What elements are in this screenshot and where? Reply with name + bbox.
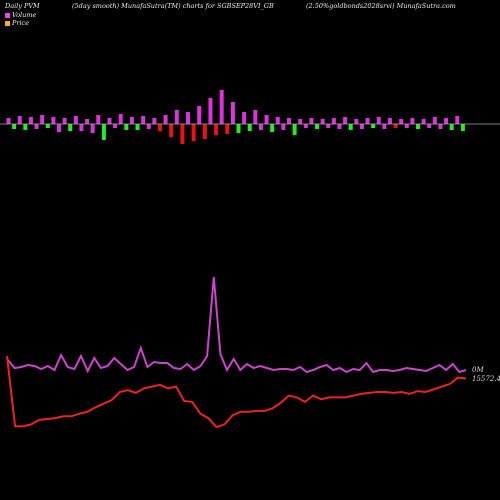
volume-bar [449, 124, 454, 130]
volume-bar [157, 124, 162, 131]
volume-bar [404, 124, 409, 128]
volume-bar [34, 124, 39, 129]
volume-bar [258, 124, 263, 130]
volume-bar [96, 115, 101, 124]
volume-bar [236, 124, 241, 133]
chart-header-left: Daily PVM [5, 2, 40, 10]
volume-bar [354, 119, 359, 124]
volume-bar [51, 117, 56, 124]
legend-volume-swatch [5, 13, 10, 18]
volume-bar [303, 124, 308, 128]
volume-bar [331, 118, 336, 124]
volume-bar [286, 118, 291, 124]
volume-bar [85, 119, 90, 124]
volume-bar [371, 124, 376, 128]
volume-bar [62, 118, 67, 124]
volume-bar [163, 115, 168, 124]
volume-bar [382, 124, 387, 129]
volume-bar [79, 124, 84, 131]
volume-bar [68, 124, 73, 131]
volume-bar [208, 98, 213, 124]
legend-price-label: Price [12, 19, 30, 27]
volume-bar [169, 124, 174, 137]
volume-bar [438, 124, 443, 129]
volume-bar [180, 124, 185, 144]
volume-bar [247, 124, 252, 131]
volume-bar [107, 118, 112, 124]
volume-bar [202, 124, 207, 139]
volume-bar [186, 112, 191, 124]
volume-axis-label: 0M [472, 366, 484, 374]
volume-bar [455, 116, 460, 124]
volume-bar [124, 124, 129, 130]
volume-bar [23, 124, 28, 130]
volume-bar [135, 124, 140, 130]
volume-bar [17, 116, 22, 124]
volume-bar [264, 115, 269, 124]
volume-bar [253, 110, 258, 124]
volume-bar [118, 114, 123, 124]
volume-bar [152, 118, 157, 124]
volume-bar [315, 124, 320, 129]
volume-bar [359, 124, 364, 129]
volume-bar [275, 117, 280, 124]
volume-bar [387, 118, 392, 124]
volume-bar [309, 118, 314, 124]
legend-price-swatch [5, 21, 10, 26]
legend-volume-label: Volume [12, 11, 37, 19]
volume-bar [219, 90, 224, 124]
chart-header-title: (5day smooth) MunafaSutra(TM) charts for… [72, 2, 274, 10]
volume-bar [6, 118, 11, 124]
volume-bar [45, 124, 50, 128]
volume-bar [113, 124, 118, 128]
volume-bars [6, 90, 465, 144]
volume-bar [146, 124, 151, 129]
volume-bar [197, 106, 202, 124]
volume-bar [56, 124, 61, 132]
legend-volume: Volume [5, 11, 36, 19]
volume-bar [225, 124, 230, 134]
volume-bar [292, 124, 297, 135]
volume-bar [298, 119, 303, 124]
price-line [6, 355, 467, 429]
volume-bar [28, 117, 33, 124]
price-axis-label: 15572.45 [472, 375, 500, 383]
volume-bar [12, 124, 17, 129]
volume-bar [129, 117, 134, 124]
volume-bar [444, 118, 449, 124]
volume-bar [348, 124, 353, 130]
volume-bar [174, 110, 179, 124]
volume-bar [101, 124, 106, 140]
volume-bar [432, 117, 437, 124]
volume-bar [191, 124, 196, 141]
volume-bar [416, 124, 421, 129]
volume-bar [376, 117, 381, 124]
volume-bar [343, 117, 348, 124]
volume-bar [337, 124, 342, 129]
volume-bar [326, 124, 331, 128]
volume-bar [141, 116, 146, 124]
volume-bar [365, 118, 370, 124]
volume-bar [73, 116, 78, 124]
volume-bar [460, 124, 465, 131]
volume-bar [242, 112, 247, 124]
volume-line [7, 276, 467, 374]
volume-bar [320, 119, 325, 124]
volume-bar [230, 102, 235, 124]
volume-bar [40, 115, 45, 124]
volume-bar [281, 124, 286, 130]
legend-price: Price [5, 19, 29, 27]
volume-bar [270, 124, 275, 132]
volume-bar [427, 124, 432, 128]
volume-bar [421, 119, 426, 124]
volume-bar [399, 119, 404, 124]
volume-bar [393, 124, 398, 128]
volume-bar [90, 124, 95, 133]
volume-bar [214, 124, 219, 135]
volume-bar [410, 118, 415, 124]
chart-header-right: (2.50%goldbonds2028srvi) MunafaSutra.com [306, 2, 456, 10]
